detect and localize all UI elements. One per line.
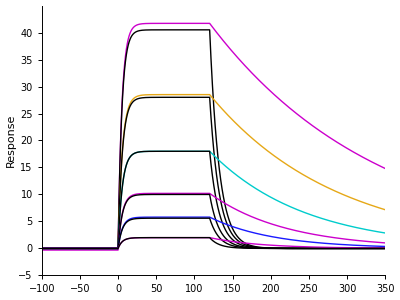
Y-axis label: Response: Response (6, 114, 16, 167)
